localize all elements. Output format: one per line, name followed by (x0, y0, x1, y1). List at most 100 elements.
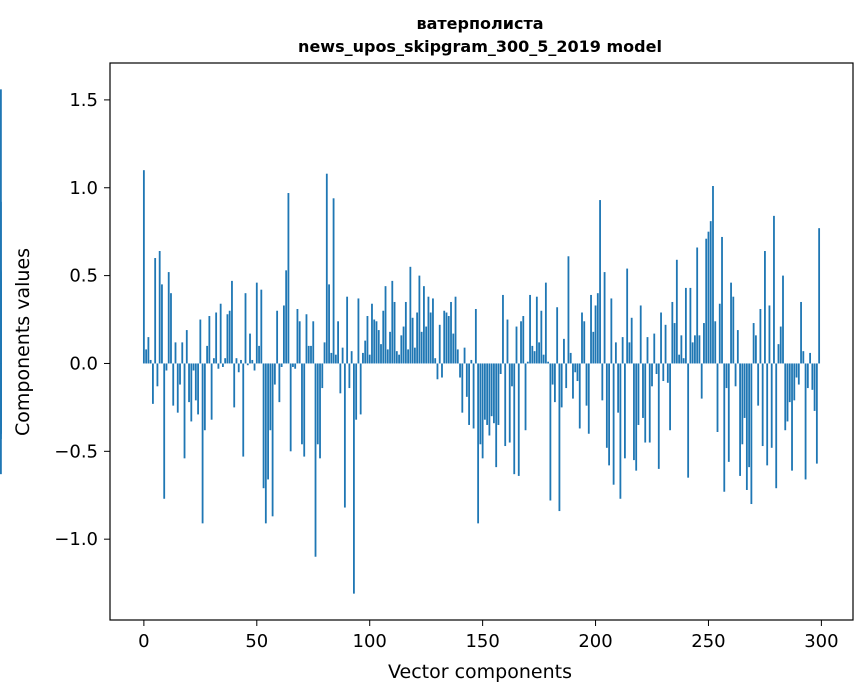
bar (646, 337, 649, 364)
bar (316, 363, 319, 445)
bar (524, 363, 527, 431)
bar (506, 319, 509, 364)
bar (657, 363, 660, 469)
bar (188, 363, 190, 403)
bar (673, 323, 676, 364)
bar (529, 294, 531, 364)
bar (242, 363, 245, 457)
bar (741, 363, 744, 445)
bar (420, 331, 423, 364)
bar (603, 272, 606, 364)
bar (639, 305, 642, 364)
bar (429, 312, 432, 364)
x-tick-label: 100 (353, 631, 387, 652)
bar (723, 363, 726, 492)
bar (493, 363, 495, 424)
bar (698, 335, 701, 364)
bar (754, 335, 757, 364)
bar (804, 363, 807, 480)
bar (289, 363, 292, 452)
chart-title-line-1: ватерполиста (416, 14, 543, 33)
bar (526, 361, 529, 364)
y-tick-label: 1.0 (69, 178, 98, 199)
bar (441, 363, 443, 378)
bar (307, 345, 310, 364)
bar (228, 310, 231, 364)
bar (292, 363, 294, 367)
bar (142, 170, 145, 364)
bar (499, 363, 502, 374)
bar (278, 363, 281, 403)
bar (310, 345, 312, 364)
bar (330, 352, 333, 364)
bar (535, 296, 538, 364)
bar (380, 344, 382, 364)
bar (630, 317, 633, 364)
bar (192, 363, 195, 371)
bar (682, 358, 685, 364)
bar (156, 363, 159, 387)
bar (531, 345, 534, 364)
bar (447, 316, 450, 364)
bar (407, 349, 410, 364)
bar (294, 363, 297, 369)
bar (246, 363, 249, 366)
bar (515, 326, 518, 364)
bar (495, 363, 498, 468)
bar (472, 363, 475, 429)
bar (470, 359, 473, 364)
bar (0, 279, 2, 364)
bar (303, 363, 306, 457)
bar (353, 363, 355, 594)
bar (795, 363, 798, 378)
bar (504, 363, 507, 447)
bar (517, 363, 520, 476)
bar (648, 363, 651, 443)
bar (716, 363, 719, 432)
plot-area-frame (109, 62, 854, 621)
bar (0, 89, 2, 364)
bar (158, 251, 161, 364)
bar (172, 363, 175, 406)
bar (764, 251, 766, 364)
bar (703, 323, 705, 364)
bar (628, 342, 631, 364)
bar (183, 363, 186, 459)
bar (549, 363, 552, 501)
bar (264, 363, 267, 524)
bar (694, 335, 696, 364)
bar (802, 351, 805, 364)
bar (375, 321, 378, 364)
bar (712, 186, 714, 364)
bar (687, 363, 690, 478)
bar (445, 312, 448, 364)
bar (334, 354, 337, 364)
bar (436, 363, 439, 380)
bar (669, 363, 671, 431)
bar (578, 363, 581, 429)
bar (540, 310, 543, 364)
x-axis-label: Vector components (388, 661, 572, 683)
bar (343, 363, 346, 508)
bar (745, 363, 748, 490)
bar (323, 342, 326, 364)
bar (479, 363, 482, 445)
bar (341, 347, 344, 364)
bar (594, 305, 597, 364)
bar (452, 333, 455, 364)
bar (269, 363, 272, 431)
bar (761, 363, 764, 447)
bar (0, 363, 2, 434)
bar (149, 359, 152, 364)
bar (508, 363, 511, 443)
bar (691, 342, 694, 364)
bar (567, 256, 570, 364)
bar (364, 340, 367, 364)
bar (662, 363, 665, 382)
bar (678, 354, 681, 364)
bar (456, 349, 459, 364)
bar (350, 351, 353, 364)
bar (511, 363, 513, 387)
bar (483, 363, 486, 420)
